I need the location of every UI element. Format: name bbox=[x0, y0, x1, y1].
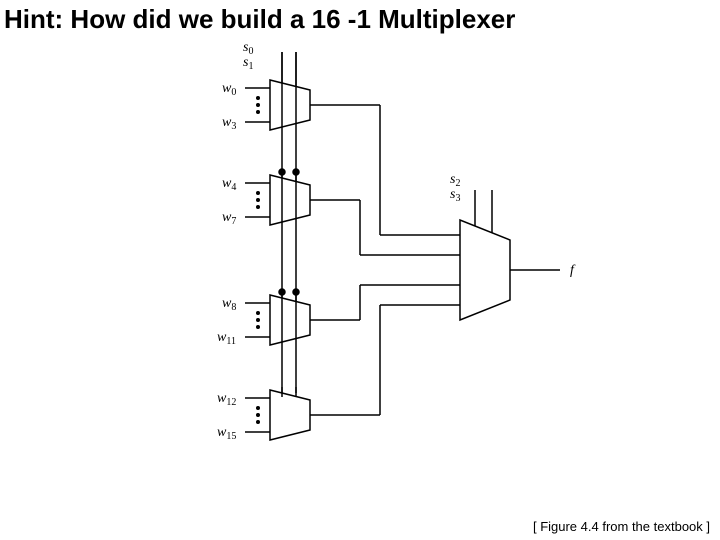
svg-text:s3: s3 bbox=[450, 187, 460, 204]
svg-text:w4: w4 bbox=[222, 176, 236, 193]
page-title: Hint: How did we build a 16 -1 Multiplex… bbox=[4, 4, 515, 35]
svg-text:w0: w0 bbox=[222, 81, 236, 98]
svg-text:w3: w3 bbox=[222, 115, 236, 132]
svg-text:w15: w15 bbox=[217, 425, 236, 442]
output-f: f bbox=[570, 263, 576, 278]
svg-text:w11: w11 bbox=[217, 330, 236, 347]
svg-text:w8: w8 bbox=[222, 296, 236, 313]
svg-text:w7: w7 bbox=[222, 210, 236, 227]
svg-text:s1: s1 bbox=[243, 55, 253, 72]
mux-diagram: s0 s1 w0 w3 w4 w7 w8 w11 w12 w15 s2 s3 f bbox=[0, 40, 720, 540]
svg-text:w12: w12 bbox=[217, 391, 236, 408]
